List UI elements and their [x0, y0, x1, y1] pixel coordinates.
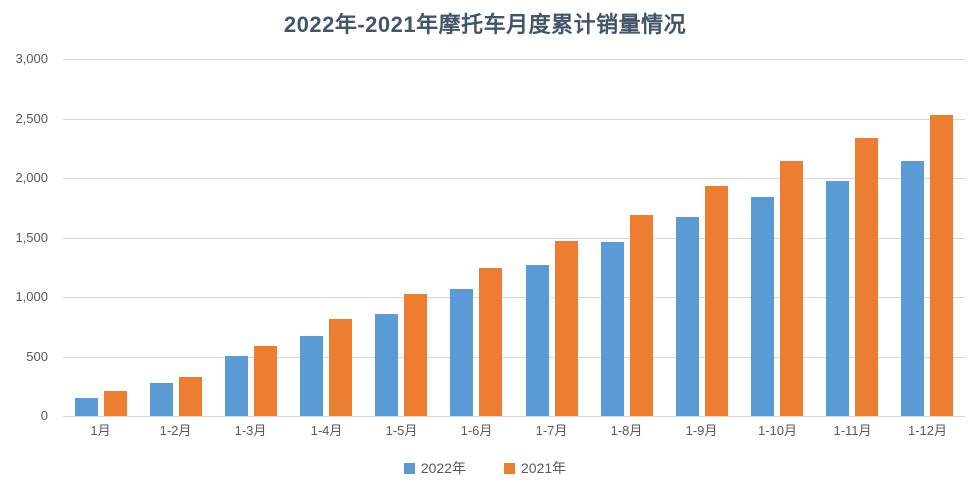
x-axis-label: 1-5月 — [385, 423, 418, 438]
gridline — [63, 59, 965, 60]
x-axis-label: 1月 — [90, 423, 111, 438]
bar-2021年-1-9月 — [705, 186, 728, 416]
legend-swatch-icon — [403, 462, 415, 474]
bar-2021年-1-4月 — [329, 319, 352, 416]
gridline — [63, 416, 965, 417]
x-axis-label: 1-12月 — [907, 423, 948, 438]
bar-2022年-1-11月 — [826, 181, 849, 416]
x-axis-label: 1-2月 — [159, 423, 192, 438]
x-axis-label: 1-11月 — [833, 423, 872, 438]
y-axis-tick-label: 3,000 — [15, 51, 48, 66]
bar-2021年-1-3月 — [254, 346, 277, 416]
bar-2022年-1-12月 — [901, 161, 924, 416]
y-axis-tick-label: 1,500 — [15, 230, 48, 245]
y-axis-tick-label: 0 — [40, 408, 48, 423]
bar-2021年-1-5月 — [404, 294, 427, 416]
bar-2022年-1-4月 — [300, 336, 323, 416]
bar-2022年-1-2月 — [150, 383, 173, 416]
legend-label: 2022年 — [420, 460, 466, 476]
bar-2022年-1-9月 — [676, 217, 699, 416]
x-axis-label: 1-9月 — [685, 423, 718, 438]
y-axis-tick-label: 2,500 — [15, 111, 48, 126]
x-axis-label: 1-4月 — [310, 423, 343, 438]
bar-2021年-1-2月 — [179, 377, 202, 416]
bar-2022年-1-7月 — [526, 265, 549, 416]
plot-area — [63, 59, 965, 417]
x-axis-label: 1-3月 — [234, 423, 267, 438]
bar-2022年-1-3月 — [225, 356, 248, 416]
bar-2021年-1-8月 — [630, 215, 653, 416]
gridline — [63, 178, 965, 179]
gridline — [63, 238, 965, 239]
legend-label: 2021年 — [521, 460, 567, 476]
y-axis-tick-label: 1,000 — [15, 289, 48, 304]
bar-2021年-1月 — [104, 391, 127, 416]
bar-2021年-1-12月 — [930, 115, 953, 416]
gridline — [63, 119, 965, 120]
bar-2021年-1-11月 — [855, 138, 878, 416]
gridline — [63, 297, 965, 298]
bar-2021年-1-7月 — [555, 241, 578, 416]
x-axis: 1月 1-2月 1-3月 1-4月 1-5月 1-6月 1-7月 1-8月 1-9月 1-10月 1… — [63, 423, 965, 441]
x-axis-label: 1-10月 — [757, 423, 798, 438]
legend-item: 2022年 — [403, 460, 466, 476]
x-axis-label: 1-6月 — [460, 423, 493, 438]
bar-2022年-1-5月 — [375, 314, 398, 416]
chart-title: 2022年-2021年摩托车月度累计销量情况 — [283, 12, 687, 37]
bar-2022年-1-6月 — [450, 289, 473, 416]
bar-2022年-1-8月 — [601, 242, 624, 416]
gridline — [63, 357, 965, 358]
bar-2022年-1-10月 — [751, 197, 774, 416]
legend-swatch-icon — [504, 462, 515, 474]
legend: 2022年 2021年 — [0, 460, 970, 476]
x-axis-label: 1-8月 — [610, 423, 643, 438]
bar-2021年-1-10月 — [780, 161, 803, 416]
y-axis-tick-label: 500 — [26, 349, 48, 364]
y-axis: 0 500 1,000 1,500 2,000 2,500 3,000 — [0, 51, 48, 423]
y-axis-tick-label: 2,000 — [15, 170, 48, 185]
legend-item: 2021年 — [504, 460, 566, 476]
bar-2021年-1-6月 — [479, 268, 502, 416]
x-axis-label: 1-7月 — [535, 423, 568, 438]
bar-2022年-1月 — [75, 398, 98, 416]
